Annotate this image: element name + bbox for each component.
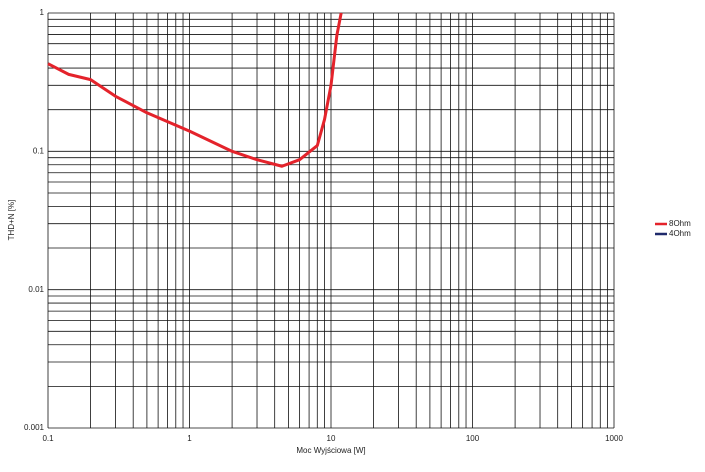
legend-label: 8Ohm xyxy=(669,219,691,228)
y-tick-label: 0.01 xyxy=(28,285,44,294)
x-tick-label: 0.1 xyxy=(42,434,54,443)
x-tick-label: 100 xyxy=(466,434,480,443)
y-axis-label: THD+N [%] xyxy=(7,200,16,241)
legend-label: 4Ohm xyxy=(669,229,691,238)
x-tick-label: 10 xyxy=(327,434,336,443)
series-line xyxy=(47,12,343,168)
x-tick-label: 1 xyxy=(187,434,192,443)
x-tick-label: 1000 xyxy=(605,434,623,443)
y-tick-label: 1 xyxy=(40,8,45,17)
y-tick-label: 0.1 xyxy=(33,146,45,155)
y-tick-label: 0.001 xyxy=(24,423,45,432)
x-axis-label: Moc Wyjściowa [W] xyxy=(296,446,365,455)
